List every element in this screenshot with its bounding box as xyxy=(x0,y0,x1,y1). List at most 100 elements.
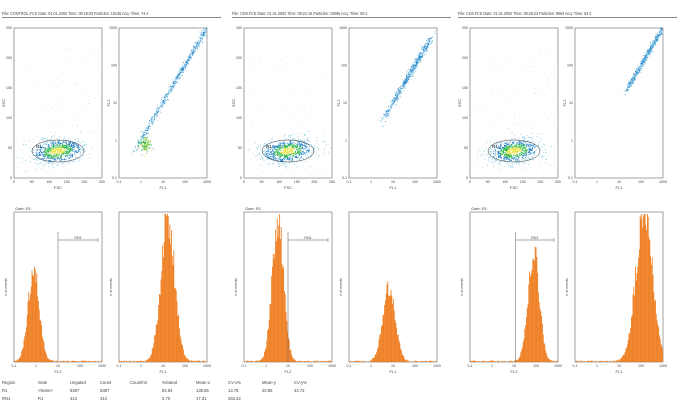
histogram-bar xyxy=(84,360,86,362)
event-dot xyxy=(39,152,41,154)
event-dot xyxy=(282,67,284,69)
event-dot xyxy=(281,146,283,148)
event-dot xyxy=(59,144,61,146)
event-dot xyxy=(67,48,69,50)
histogram-bar xyxy=(434,361,436,362)
histogram-bar xyxy=(90,360,92,362)
histogram-bar xyxy=(324,360,325,362)
event-dot xyxy=(527,151,529,153)
event-dot xyxy=(162,46,164,47)
event-dot xyxy=(290,141,292,143)
event-dot xyxy=(523,149,525,151)
event-dot xyxy=(199,39,201,41)
histogram-bar xyxy=(155,324,157,362)
event-dot xyxy=(515,142,516,143)
event-dot xyxy=(43,129,45,131)
event-dot xyxy=(52,155,55,157)
histogram-bar xyxy=(66,361,67,362)
event-dot xyxy=(517,143,518,145)
event-dot xyxy=(178,71,180,73)
event-dot xyxy=(193,45,195,47)
event-dot xyxy=(48,92,49,93)
event-dot xyxy=(417,59,419,61)
event-dot xyxy=(89,111,90,113)
event-dot xyxy=(20,110,22,112)
event-dot xyxy=(172,159,174,161)
event-dot xyxy=(542,133,544,135)
event-dot xyxy=(34,152,36,154)
event-dot xyxy=(298,132,300,134)
event-dot xyxy=(512,162,514,164)
event-dot xyxy=(276,150,278,152)
histogram-bar xyxy=(349,361,350,362)
event-dot xyxy=(62,152,64,154)
event-dot xyxy=(137,148,139,150)
event-dot xyxy=(285,150,287,152)
event-dot xyxy=(29,144,31,146)
event-dot xyxy=(427,45,429,47)
histogram-bar xyxy=(89,361,91,362)
event-dot xyxy=(261,122,263,124)
event-dot xyxy=(390,105,392,107)
event-dot xyxy=(78,160,80,162)
event-dot xyxy=(74,146,76,148)
event-dot xyxy=(142,133,144,135)
event-dot xyxy=(170,89,172,91)
event-dot xyxy=(535,149,538,151)
event-dot xyxy=(181,65,183,67)
event-dot xyxy=(50,144,53,146)
histogram-bar xyxy=(189,360,191,362)
event-dot xyxy=(546,136,548,138)
event-dot xyxy=(57,143,59,145)
histogram-bar xyxy=(184,355,186,362)
event-dot xyxy=(322,131,324,133)
event-dot xyxy=(535,126,537,127)
event-dot xyxy=(38,159,40,161)
event-dot xyxy=(296,166,298,168)
event-dot xyxy=(51,150,53,152)
event-dot xyxy=(290,140,292,142)
event-dot xyxy=(256,148,259,150)
event-dot xyxy=(409,76,411,78)
event-dot xyxy=(144,148,146,150)
event-dot xyxy=(48,154,50,157)
histogram-bar xyxy=(164,214,166,362)
event-dot xyxy=(396,38,397,39)
event-dot xyxy=(420,53,422,55)
event-dot xyxy=(308,141,310,143)
event-dot xyxy=(311,174,313,176)
event-dot xyxy=(515,160,517,162)
event-dot xyxy=(25,170,27,172)
event-dot xyxy=(165,102,167,104)
event-dot xyxy=(535,145,537,147)
event-dot xyxy=(148,125,150,127)
event-dot xyxy=(275,127,277,128)
event-dot xyxy=(550,165,551,167)
event-dot xyxy=(526,145,528,147)
event-dot xyxy=(75,152,77,154)
event-dot xyxy=(422,47,424,49)
event-dot xyxy=(510,149,512,151)
event-dot xyxy=(414,111,415,113)
event-dot xyxy=(146,136,148,138)
event-dot xyxy=(509,141,511,143)
event-dot xyxy=(59,136,61,138)
event-dot xyxy=(287,157,289,159)
event-dot xyxy=(431,36,433,38)
x-tick-label: 150 xyxy=(294,180,300,184)
event-dot xyxy=(297,121,299,122)
event-dot xyxy=(118,103,120,104)
event-dot xyxy=(351,108,353,109)
header-divider xyxy=(458,17,677,18)
event-dot xyxy=(70,171,71,173)
event-dot xyxy=(57,149,60,151)
event-dot xyxy=(294,135,296,136)
event-dot xyxy=(410,74,412,76)
event-dot xyxy=(275,157,277,159)
event-dot xyxy=(310,134,311,135)
event-dot xyxy=(65,153,67,155)
event-dot xyxy=(542,156,544,158)
event-dot xyxy=(407,72,409,74)
event-dot xyxy=(54,160,56,162)
event-dot xyxy=(515,49,517,51)
